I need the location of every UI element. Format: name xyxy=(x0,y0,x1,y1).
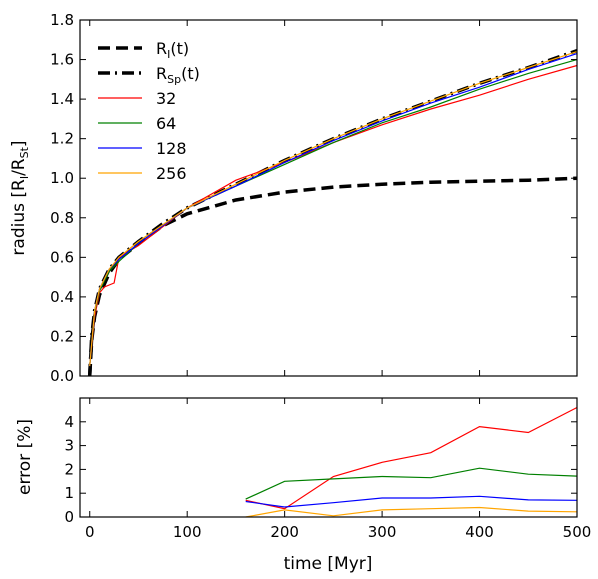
error-y-tick-label-1: 1 xyxy=(64,484,74,502)
radius-panel: 0.0 0.2 0.4 0.6 0.8 1.0 1.2 1.4 1.6 1.8 radius [R… xyxy=(9,11,578,385)
radius-series-line-5 xyxy=(89,51,578,367)
error-axes: 0 100 200 300 400 500 0 1 2 3 4 xyxy=(64,398,591,541)
radius-y-tick-label-4: 0.8 xyxy=(50,209,74,227)
error-series-group xyxy=(245,406,578,518)
legend-label-0: RI(t) xyxy=(156,39,189,61)
radius-y-axis-label: radius [RI/RSt] xyxy=(9,140,31,255)
radius-y-tick-label-1: 0.2 xyxy=(50,327,74,345)
error-series-line-1 xyxy=(245,467,578,500)
radius-y-tick-label-0: 0.0 xyxy=(50,367,74,385)
error-series-line-2 xyxy=(245,495,578,508)
radius-y-tick-label-8: 1.6 xyxy=(50,51,74,69)
error-y-tick-label-0: 0 xyxy=(64,508,74,526)
radius-axes: 0.0 0.2 0.4 0.6 0.8 1.0 1.2 1.4 1.6 1.8 xyxy=(50,11,578,385)
radius-plot-frame xyxy=(79,19,578,377)
x-axis-label: time [Myr] xyxy=(284,554,373,574)
error-x-tick-label-5: 500 xyxy=(563,523,592,541)
legend-label-3: 64 xyxy=(156,114,176,133)
radius-series-line-0 xyxy=(87,176,578,377)
legend-label-1: RSp(t) xyxy=(156,64,200,86)
error-x-tick-label-3: 300 xyxy=(368,523,397,541)
radius-series-line-2 xyxy=(89,64,578,367)
legend-label-5: 256 xyxy=(156,164,187,183)
radius-y-tick-label-5: 1.0 xyxy=(50,169,74,187)
error-y-tick-label-4: 4 xyxy=(64,413,74,431)
legend-label-4: 128 xyxy=(156,139,187,158)
radius-y-tick-label-3: 0.6 xyxy=(50,248,74,266)
error-x-tick-label-4: 400 xyxy=(465,523,494,541)
radius-series-group xyxy=(87,49,578,377)
error-x-tick-label-0: 0 xyxy=(85,523,95,541)
error-x-tick-label-1: 100 xyxy=(173,523,202,541)
error-series-line-3 xyxy=(245,506,578,518)
error-y-axis-label: error [%] xyxy=(15,419,35,495)
radius-y-tick-label-2: 0.4 xyxy=(50,288,74,306)
error-y-tick-label-2: 2 xyxy=(64,460,74,478)
error-y-tick-label-3: 3 xyxy=(64,437,74,455)
error-series-line-0 xyxy=(245,406,578,510)
legend: RI(t) RSp(t) 32 64 128 256 xyxy=(98,39,200,183)
error-plot-frame xyxy=(79,397,578,518)
radius-y-tick-label-9: 1.8 xyxy=(50,11,74,29)
radius-y-tick-label-7: 1.4 xyxy=(50,90,74,108)
error-x-tick-label-2: 200 xyxy=(270,523,299,541)
radius-y-tick-label-6: 1.2 xyxy=(50,130,74,148)
legend-label-2: 32 xyxy=(156,89,176,108)
error-panel: 0 100 200 300 400 500 0 1 2 3 4 error [%] xyxy=(15,397,591,541)
